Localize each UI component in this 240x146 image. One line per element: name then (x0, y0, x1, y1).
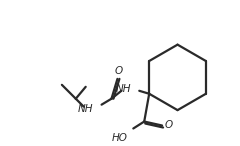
Text: O: O (114, 66, 122, 76)
Text: NH: NH (116, 84, 131, 94)
Text: O: O (165, 120, 173, 130)
Text: HO: HO (112, 133, 127, 144)
Text: NH: NH (78, 104, 94, 114)
